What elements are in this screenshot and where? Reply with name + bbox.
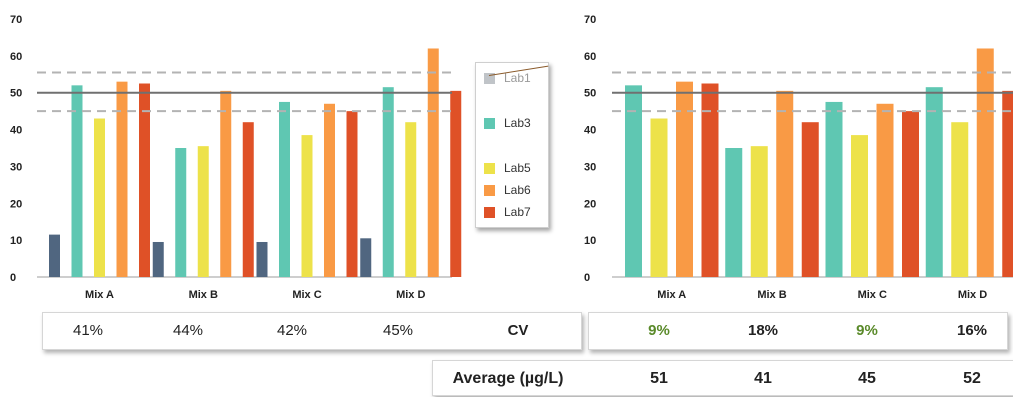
cv-value-right-mix-d: 16% bbox=[956, 322, 988, 339]
bar-lab6-mix-d bbox=[976, 48, 994, 277]
y-tick-label-0: 0 bbox=[584, 272, 590, 284]
average-label: Average (µg/L) bbox=[452, 370, 564, 387]
legend-swatch-lab1 bbox=[484, 72, 495, 84]
cv-value-right-mix-c: 9% bbox=[856, 322, 878, 339]
legend-item-lab5: Lab5 bbox=[484, 161, 531, 175]
x-tick-label-mix-c: Mix C bbox=[858, 289, 887, 301]
y-tick-label-20: 20 bbox=[10, 198, 22, 210]
legend-swatch-lab3 bbox=[484, 117, 495, 129]
y-tick-label-50: 50 bbox=[10, 88, 22, 100]
bar-lab5-mix-c bbox=[301, 135, 313, 277]
bar-lab6-mix-d bbox=[427, 48, 439, 277]
bar-lab1-mix-c bbox=[256, 241, 268, 277]
cv-value-left-mix-c: 42% bbox=[276, 322, 308, 339]
bar-lab6-mix-c bbox=[324, 103, 335, 278]
bar-lab7-mix-b bbox=[242, 122, 254, 277]
average-value-mix-b: 41 bbox=[754, 370, 772, 387]
x-tick-label-mix-c: Mix C bbox=[292, 289, 321, 301]
y-tick-label-10: 10 bbox=[584, 235, 596, 247]
legend-swatch-lab5 bbox=[484, 162, 495, 174]
cv-value-right-mix-b: 18% bbox=[747, 322, 779, 339]
bar-lab7-mix-a bbox=[701, 83, 719, 277]
y-tick-label-10: 10 bbox=[10, 235, 22, 247]
bar-lab3-mix-c bbox=[279, 101, 290, 277]
bar-lab3-mix-a bbox=[71, 85, 83, 277]
bar-lab7-mix-a bbox=[139, 83, 150, 277]
bar-lab3-mix-b bbox=[725, 148, 743, 277]
legend-label-lab6: Lab6 bbox=[504, 183, 531, 197]
bar-lab6-mix-a bbox=[116, 81, 128, 278]
bar-lab1-mix-b bbox=[152, 241, 164, 277]
y-tick-label-40: 40 bbox=[584, 125, 596, 137]
y-tick-label-60: 60 bbox=[10, 51, 22, 63]
bar-lab7-mix-c bbox=[902, 111, 919, 278]
y-tick-label-60: 60 bbox=[584, 51, 596, 63]
bar-lab7-mix-d bbox=[1002, 90, 1013, 277]
bar-lab5-mix-d bbox=[405, 122, 417, 277]
cv-value-left-mix-a: 41% bbox=[72, 322, 104, 339]
bar-lab6-mix-b bbox=[220, 90, 232, 277]
right-bar-chart: 0 10 20 30 40 50 60 70 Mix A Mix B Mix C Mix D bbox=[584, 14, 1013, 301]
bar-lab3-mix-d bbox=[925, 87, 943, 277]
cv-row-right-box: 9% 18% 9% 16% bbox=[588, 312, 1008, 350]
legend-item-lab6: Lab6 bbox=[484, 183, 531, 197]
y-tick-label-30: 30 bbox=[10, 161, 22, 173]
y-tick-label-70: 70 bbox=[10, 14, 22, 26]
legend-label-lab3: Lab3 bbox=[504, 116, 531, 130]
legend-item-lab1: Lab1 bbox=[484, 65, 549, 85]
bar-lab5-mix-d bbox=[951, 122, 969, 277]
chart-legend: Lab1 Lab3 Lab5 Lab6 Lab7 bbox=[475, 62, 549, 228]
cv-value-right-mix-a: 9% bbox=[648, 322, 670, 339]
average-value-mix-d: 52 bbox=[963, 370, 981, 387]
cv-value-left-mix-b: 44% bbox=[172, 322, 204, 339]
legend-swatch-lab6 bbox=[484, 184, 495, 196]
bar-lab3-mix-b bbox=[175, 148, 187, 277]
legend-swatch-lab7 bbox=[484, 206, 495, 218]
bar-lab1-mix-a bbox=[49, 234, 60, 277]
x-tick-label-mix-b: Mix B bbox=[189, 289, 218, 301]
cv-value-left-mix-d: 45% bbox=[382, 322, 414, 339]
bar-lab6-mix-a bbox=[676, 81, 693, 278]
legend-label-lab1: Lab1 bbox=[504, 71, 531, 85]
bar-lab6-mix-b bbox=[776, 90, 794, 277]
y-tick-label-30: 30 bbox=[584, 161, 596, 173]
bar-lab7-mix-c bbox=[346, 111, 358, 278]
bar-lab7-mix-b bbox=[801, 122, 819, 277]
bar-lab5-mix-c bbox=[851, 135, 868, 277]
y-tick-label-50: 50 bbox=[584, 88, 596, 100]
legend-label-lab5: Lab5 bbox=[504, 161, 531, 175]
legend-item-lab3: Lab3 bbox=[484, 116, 531, 130]
y-tick-label-0: 0 bbox=[10, 272, 16, 284]
x-tick-label-mix-a: Mix A bbox=[85, 289, 114, 301]
bar-lab6-mix-c bbox=[876, 103, 894, 278]
average-value-mix-a: 51 bbox=[650, 370, 668, 387]
y-tick-label-20: 20 bbox=[584, 198, 596, 210]
x-tick-label-mix-d: Mix D bbox=[958, 289, 987, 301]
bar-lab3-mix-d bbox=[382, 87, 394, 277]
left-bar-chart: 0 10 20 30 40 50 60 70 Mix A Mix B Mix C Mix D bbox=[10, 14, 462, 301]
x-tick-label-mix-d: Mix D bbox=[396, 289, 425, 301]
legend-item-lab7: Lab7 bbox=[484, 205, 531, 219]
average-row-box: Average (µg/L) 51 41 45 52 bbox=[432, 360, 1013, 396]
y-tick-label-40: 40 bbox=[10, 125, 22, 137]
bar-lab1-mix-d bbox=[360, 238, 372, 277]
bar-lab5-mix-b bbox=[750, 146, 768, 277]
x-tick-label-mix-a: Mix A bbox=[657, 289, 686, 301]
bar-lab3-mix-a bbox=[625, 85, 642, 277]
bar-lab5-mix-b bbox=[197, 146, 209, 277]
bar-lab5-mix-a bbox=[650, 118, 668, 277]
x-tick-label-mix-b: Mix B bbox=[757, 289, 786, 301]
bar-lab5-mix-a bbox=[94, 118, 105, 277]
bar-lab7-mix-d bbox=[450, 90, 462, 277]
y-tick-label-70: 70 bbox=[584, 14, 596, 26]
legend-label-lab7: Lab7 bbox=[504, 205, 531, 219]
average-value-mix-c: 45 bbox=[858, 370, 876, 387]
cv-row-left-box: 41% 44% 42% 45% CV bbox=[42, 312, 582, 350]
cv-label: CV bbox=[507, 322, 529, 339]
bar-lab3-mix-c bbox=[825, 101, 843, 277]
